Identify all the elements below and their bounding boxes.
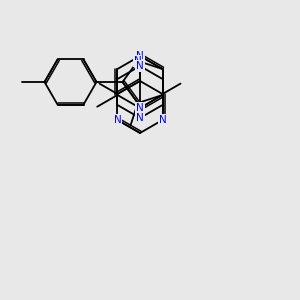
- Text: N: N: [136, 103, 144, 113]
- Text: N: N: [136, 61, 144, 71]
- Text: N: N: [136, 113, 144, 123]
- Text: N: N: [114, 115, 122, 125]
- Text: N: N: [159, 115, 167, 125]
- Text: N: N: [134, 56, 142, 66]
- Text: N: N: [136, 51, 144, 61]
